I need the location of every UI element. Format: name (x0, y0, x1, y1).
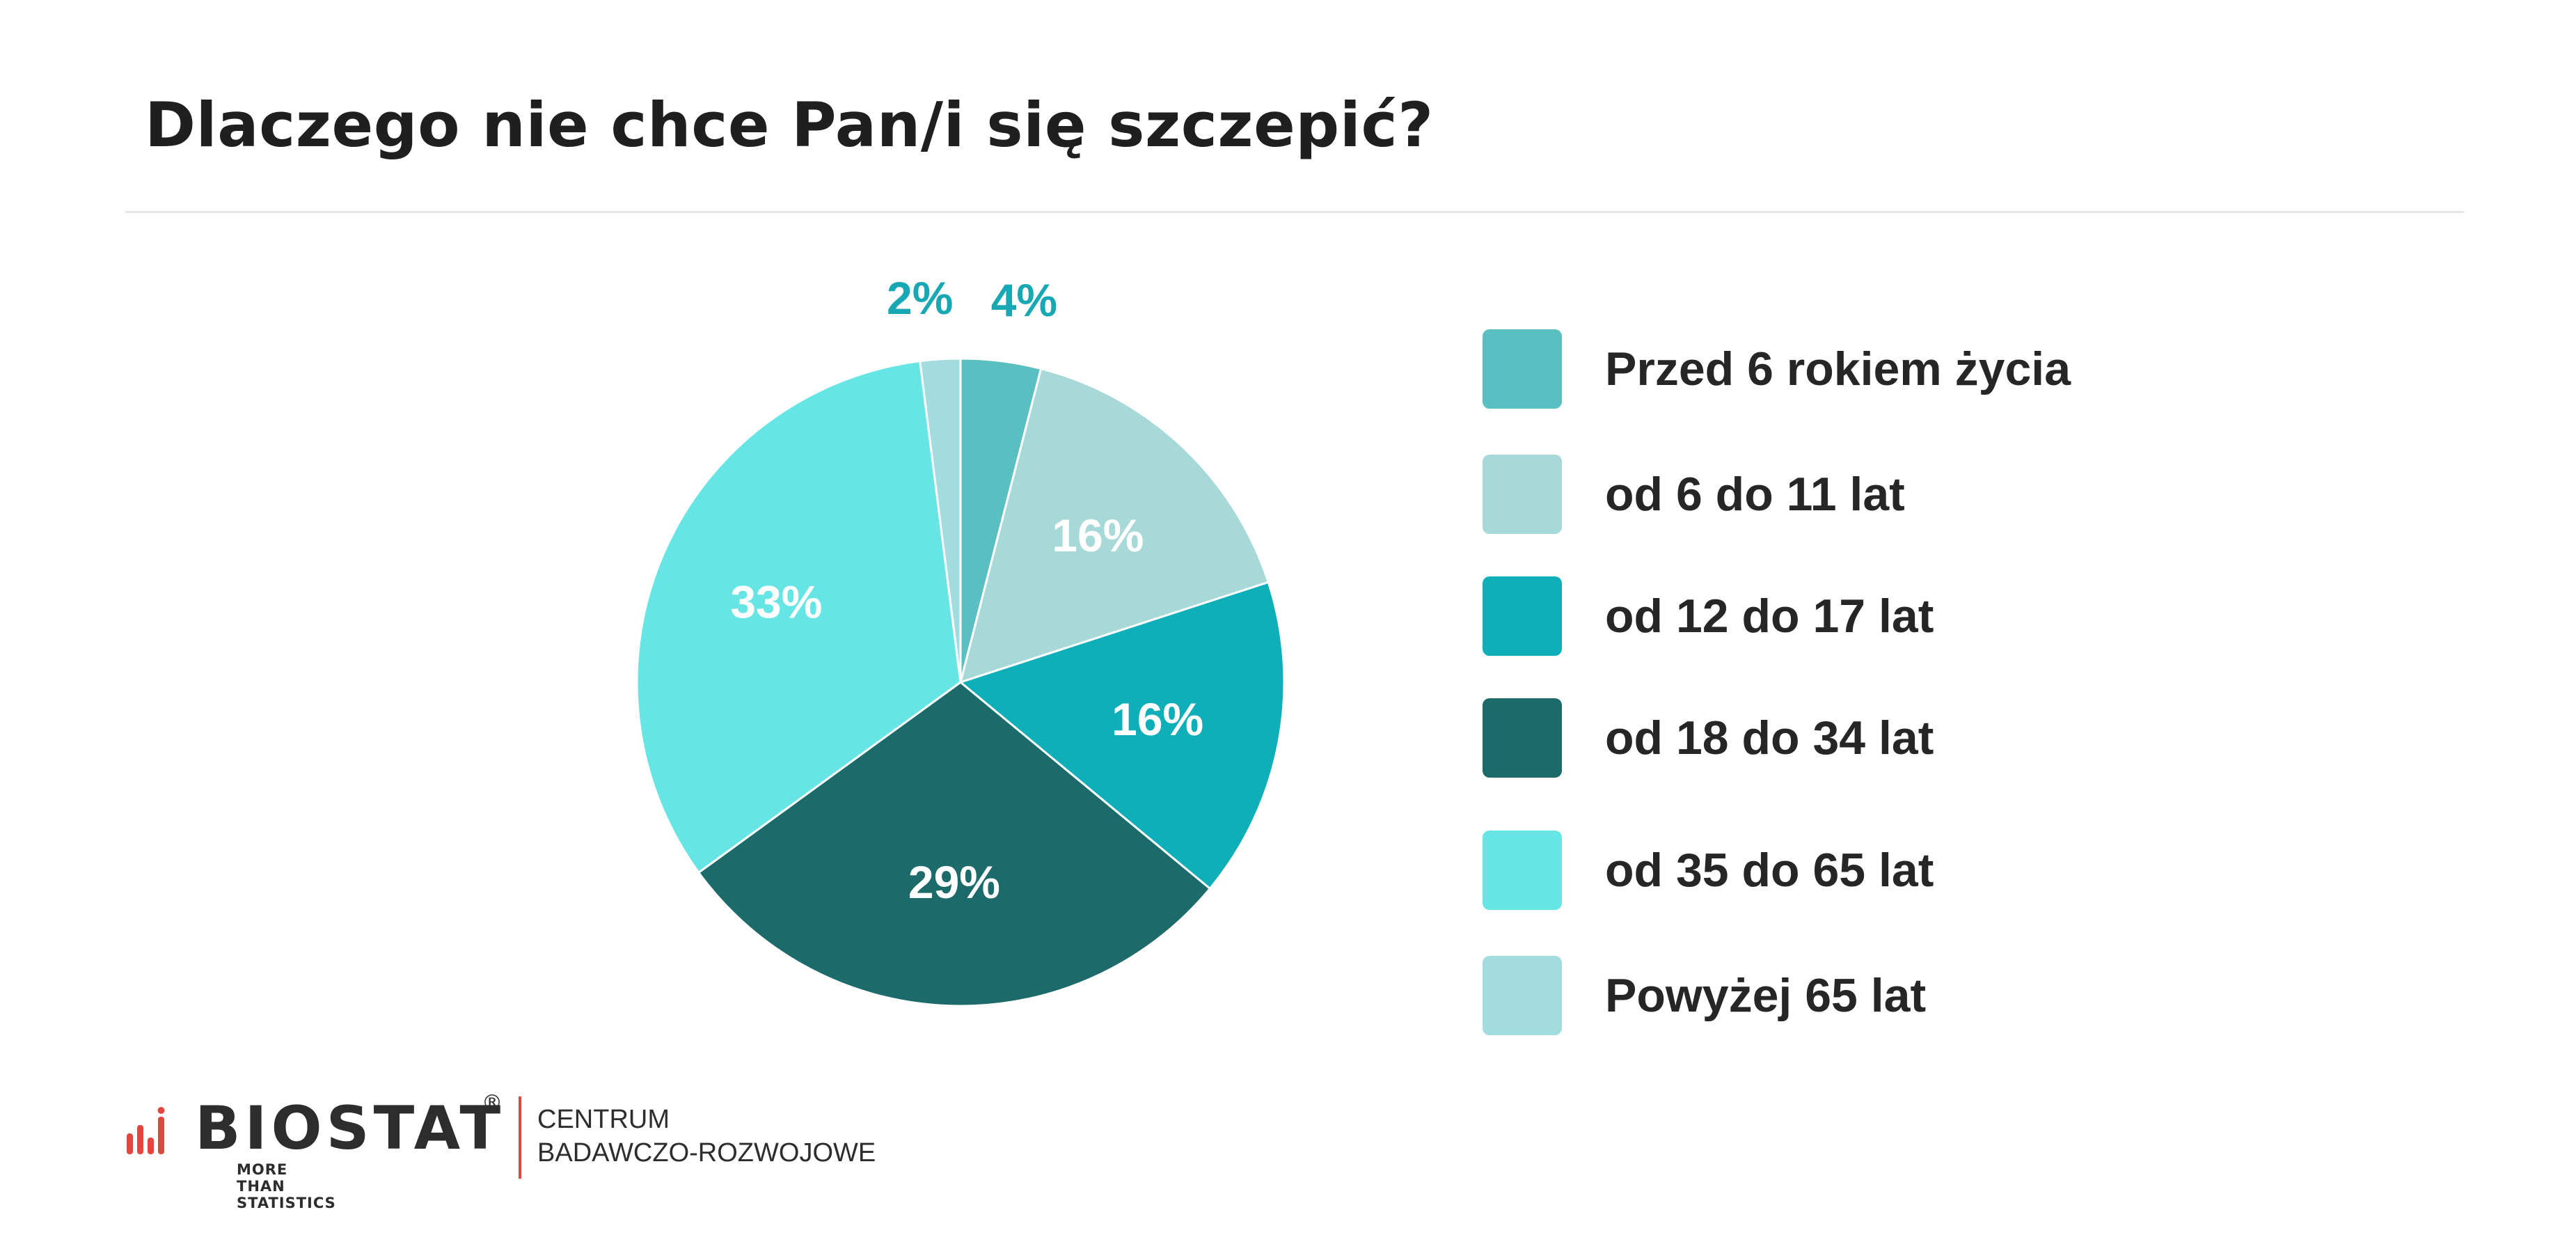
legend-label: od 35 do 65 lat (1605, 844, 1934, 897)
legend-label: Przed 6 rokiem życia (1605, 343, 2071, 395)
pie-slice-od-6-11 (958, 367, 1270, 684)
brand-tagline: MORE THAN STATISTICS (237, 1161, 336, 1211)
center-name-line1: CENTRUM (537, 1105, 670, 1134)
pie-slice-od-35-65 (635, 359, 962, 874)
legend-swatch (1483, 698, 1562, 778)
registered-mark: ® (482, 1091, 503, 1115)
brand-name: BIOSTAT (195, 1094, 505, 1163)
legend-swatch (1483, 455, 1562, 534)
legend-swatch (1483, 329, 1562, 409)
legend-item-powyzej-65: Powyżej 65 lat (1483, 954, 1926, 1037)
legend-label: od 12 do 17 lat (1605, 590, 1934, 643)
title-divider (125, 211, 2464, 213)
legend-label: od 18 do 34 lat (1605, 711, 1934, 764)
legend-item-od-12-17: od 12 do 17 lat (1483, 574, 1934, 658)
legend-swatch (1483, 956, 1562, 1035)
legend-item-od-6-11: od 6 do 11 lat (1483, 453, 1905, 536)
pie-slice-powyzej-65 (919, 357, 962, 683)
pie-label-od-6-11: 16% (1052, 510, 1144, 561)
legend-label: od 6 do 11 lat (1605, 468, 1905, 521)
pie-label-powyzej-65: 2% (887, 272, 953, 324)
legend-item-od-18-34: od 18 do 34 lat (1483, 696, 1934, 780)
chart-title: Dlaczego nie chce Pan/i się szczepić? (145, 89, 1434, 161)
legend-item-przed-6: Przed 6 rokiem życia (1483, 327, 2071, 411)
pie-slice-od-12-17 (958, 581, 1286, 890)
legend-swatch (1483, 831, 1562, 910)
pie-label-od-18-34: 29% (908, 856, 1000, 908)
legend-swatch (1483, 576, 1562, 656)
footer-divider (519, 1096, 521, 1179)
pie-label-od-35-65: 33% (730, 576, 822, 628)
center-name-line2: BADAWCZO-ROZWOJOWE (537, 1138, 876, 1167)
pie-label-od-12-17: 16% (1112, 693, 1203, 745)
pie-label-przed-6: 4% (991, 274, 1057, 326)
legend-label: Powyżej 65 lat (1605, 969, 1927, 1022)
pie-slice-od-18-34 (697, 681, 1212, 1007)
legend-item-od-35-65: od 35 do 65 lat (1483, 828, 1934, 912)
biostat-logo-icon (127, 1107, 165, 1154)
